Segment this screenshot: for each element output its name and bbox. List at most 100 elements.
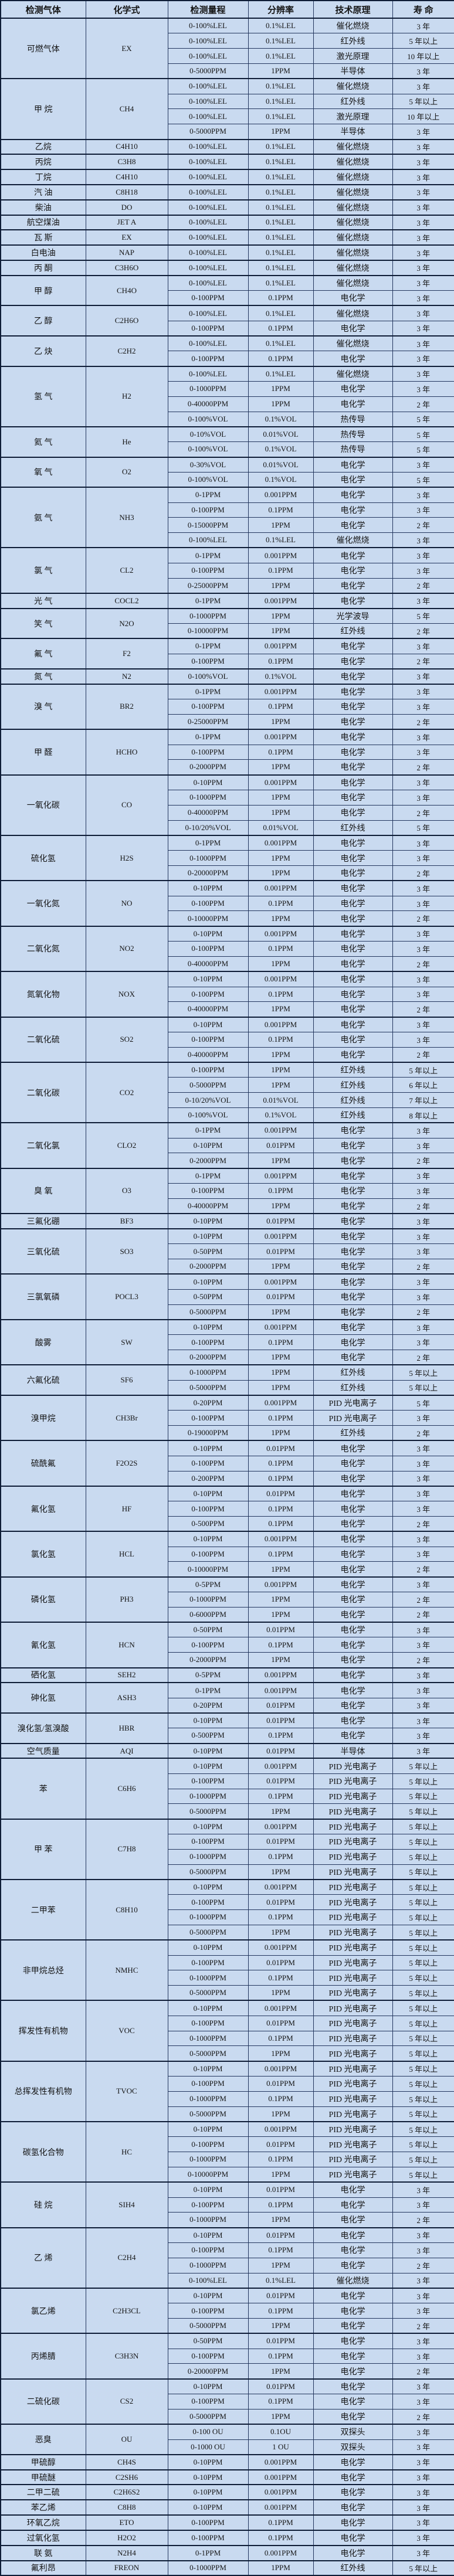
range-cell: 0-10PPM	[167, 2378, 249, 2395]
principle-cell: 电化学	[313, 471, 393, 488]
table-row: 航空煤油 JET A 0-100%LEL 0.1%LEL 催化燃烧 3 年	[0, 214, 454, 230]
table-row: 氰化氢 HCN 0-50PPM 0.01PPM 电化学 3 年	[0, 1622, 454, 1668]
principle-cell: 电化学	[313, 986, 393, 1002]
gas-name-cell: 氧 气	[0, 456, 86, 488]
range-cell: 0-1PPM	[167, 2544, 249, 2561]
gas-name-cell: 苯	[0, 1758, 86, 1820]
lifespan-cell: 5 年以上	[392, 1364, 454, 1381]
lifespan-cell: 3 年	[392, 1697, 454, 1714]
resolution-cell: 1PPM	[248, 956, 314, 972]
resolution-cell: 0.1PPM	[248, 2242, 314, 2258]
principle-cell: 电化学	[313, 1501, 393, 1517]
resolution-cell: 0.1PPM	[248, 986, 314, 1002]
gas-name-cell: 氯乙烯	[0, 2287, 86, 2334]
resolution-cell: 0.01PPM	[248, 1742, 314, 1759]
resolution-cell: 1PPM	[248, 2363, 314, 2380]
resolution-cell: 1PPM	[248, 396, 314, 412]
principle-cell: 电化学	[313, 804, 393, 821]
range-cell: 0-10PPM	[167, 2499, 249, 2516]
range-cell: 0-100PPM	[167, 2348, 249, 2364]
principle-cell: 电化学	[313, 1334, 393, 1350]
range-cell: 0-1PPM	[167, 683, 249, 700]
principle-cell: 电化学	[313, 2318, 393, 2334]
table-row: 环氧乙烷 ETO 0-100PPM 0.1PPM 电化学 3 年	[0, 2514, 454, 2531]
principle-cell: 热传导	[313, 441, 393, 458]
resolution-cell: 0.001PPM	[248, 1818, 314, 1834]
lifespan-cell: 5 年	[392, 411, 454, 427]
table-row: 白电油 NAP 0-100%LEL 0.1%LEL 催化燃烧 3 年	[0, 244, 454, 261]
lifespan-cell: 3 年	[392, 260, 454, 276]
formula-cell: CO	[85, 774, 168, 836]
resolution-cell: 0.001PPM	[248, 1228, 314, 1245]
principle-cell: 双探头	[313, 2439, 393, 2455]
range-cell: 0-40000PPM	[167, 396, 249, 412]
table-row: 二氧化硫 SO2 0-10PPM 0.001PPM 电化学 3 年	[0, 1016, 454, 1063]
resolution-cell: 0.1%LEL	[248, 244, 314, 261]
range-cell: 0-10%VOL	[167, 426, 249, 443]
range-cell: 0-1000PPM	[167, 381, 249, 397]
table-row: 0-2000PPM 1PPM 电化学 2 年	[1, 1153, 454, 1169]
table-row: 0-10000PPM 1PPM 红外线 2 年	[1, 623, 454, 639]
resolution-cell: 0.01PPM	[248, 2333, 314, 2349]
resolution-cell: 0.1%LEL	[248, 33, 314, 49]
gas-name-cell: 一氧化碳	[0, 774, 86, 836]
lifespan-cell: 5 年以上	[392, 2166, 454, 2183]
table-row: 氟利昂 FREON 0-1000PPM 1PPM 红外线 5 年以上	[0, 2560, 454, 2576]
table-row: 二氧化氮 NO2 0-10PPM 0.001PPM 电化学 3 年	[0, 925, 454, 972]
principle-cell: 电化学	[313, 1273, 393, 1290]
lifespan-cell: 7 年以上	[392, 1092, 454, 1108]
resolution-cell: 0.1%LEL	[248, 169, 314, 185]
principle-cell: 电化学	[313, 1318, 393, 1335]
range-cell: 0-100%LEL	[167, 33, 249, 49]
lifespan-cell: 3 年	[392, 138, 454, 155]
range-cell: 0-10PPM	[167, 1273, 249, 1290]
table-row: 0-5000PPM 1PPM 电化学 2 年	[1, 2318, 454, 2334]
range-cell: 0-5000PPM	[167, 2106, 249, 2122]
table-row: 0-5000PPM 1PPM PID 光电离子 5 年以上	[1, 2106, 454, 2122]
table-row: 0-2000PPM 1PPM 电化学 2 年	[1, 1259, 454, 1275]
table-row: 硫酰氟 F2O2S 0-10PPM 0.01PPM 电化学 3 年	[0, 1440, 454, 1487]
formula-cell: C6H6	[85, 1758, 168, 1820]
range-cell: 0-100%LEL	[167, 93, 249, 110]
principle-cell: 电化学	[313, 1652, 393, 1668]
range-cell: 0-500PPM	[167, 1728, 249, 1744]
table-row: 0-1000PPM 1PPM 电化学 2 年	[1, 1592, 454, 1608]
principle-cell: PID 光电离子	[313, 2045, 393, 2062]
principle-cell: 红外线	[313, 1379, 393, 1396]
table-row: 0-100PPM 0.1PPM 电化学 3 年	[1, 1501, 454, 1517]
table-row: 砷化氢 ASH3 0-1PPM 0.001PPM 电化学 3 年	[0, 1682, 454, 1714]
resolution-cell: 0.1PPM	[248, 1183, 314, 1199]
formula-cell: OU	[85, 2424, 168, 2455]
gas-name-cell: 丁烷	[0, 169, 86, 185]
principle-cell: 电化学	[313, 774, 393, 790]
gas-name-cell: 硒化氢	[0, 1667, 86, 1683]
lifespan-cell: 2 年	[392, 1606, 454, 1623]
resolution-cell: 0.1PPM	[248, 1410, 314, 1426]
formula-cell: CLO2	[85, 1122, 168, 1169]
principle-cell: 电化学	[313, 683, 393, 700]
principle-cell: 电化学	[313, 925, 393, 942]
range-cell: 0-10PPM	[167, 1818, 249, 1834]
range-cell: 0-10PPM	[167, 1485, 249, 1502]
table-row: 0-5000PPM 1PPM 电化学 2 年	[1, 2408, 454, 2425]
table-row: 0-1000PPM 0.1PPM PID 光电离子 5 年以上	[1, 1909, 454, 1925]
principle-cell: 红外线	[313, 820, 393, 836]
gas-name-cell: 二氧化氮	[0, 925, 86, 972]
table-row: 0-1000PPM 1PPM 电化学 3 年	[1, 381, 454, 397]
lifespan-cell: 3 年	[392, 1243, 454, 1260]
resolution-cell: 0.1PPM	[248, 1470, 314, 1487]
lifespan-cell: 3 年	[392, 2484, 454, 2500]
lifespan-cell: 3 年	[392, 895, 454, 912]
principle-cell: 电化学	[313, 1515, 393, 1532]
table-row: 二氧化氯 CLO2 0-1PPM 0.001PPM 电化学 3 年	[0, 1122, 454, 1169]
range-cell: 0-40000PPM	[167, 1046, 249, 1063]
principle-cell: 电化学	[313, 351, 393, 367]
principle-cell: 电化学	[313, 1228, 393, 1245]
range-cell: 0-100%LEL	[167, 335, 249, 352]
resolution-cell: 0.01PPM	[248, 2287, 314, 2304]
resolution-cell: 0.001PPM	[248, 834, 314, 851]
table-row: 柴油 DO 0-100%LEL 0.1%LEL 催化燃烧 3 年	[0, 199, 454, 216]
principle-cell: PID 光电离子	[313, 2030, 393, 2047]
resolution-cell: 0.1%VOL	[248, 668, 314, 685]
lifespan-cell: 2 年	[392, 1592, 454, 1608]
